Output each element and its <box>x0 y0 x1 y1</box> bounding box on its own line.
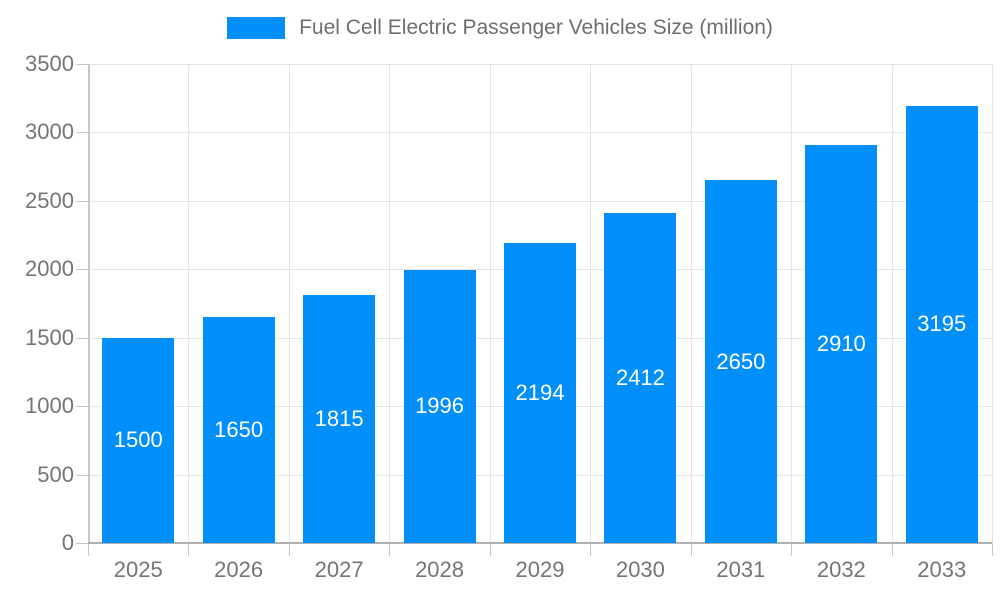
bar-value-label: 2194 <box>515 379 565 405</box>
x-gridline <box>590 64 592 543</box>
y-axis-tick <box>76 543 88 544</box>
y-axis-tick <box>76 474 88 476</box>
x-axis-tick <box>590 543 592 556</box>
x-axis-line <box>88 542 992 544</box>
y-axis-tick <box>76 200 88 202</box>
x-axis-tick <box>992 543 993 556</box>
x-axis-label: 2029 <box>515 557 565 582</box>
x-axis-label: 2030 <box>615 557 665 582</box>
x-gridline <box>791 64 793 543</box>
x-gridline <box>188 64 190 543</box>
y-axis-tick <box>76 337 88 339</box>
y-axis-label: 500 <box>37 461 74 487</box>
x-axis-tick <box>389 543 391 556</box>
x-axis-label: 2027 <box>314 557 364 582</box>
bar-value-label: 2412 <box>615 364 665 390</box>
y-axis-label: 1000 <box>25 393 74 419</box>
bar-2028[interactable] <box>403 269 476 543</box>
y-axis-label: 3000 <box>25 119 74 145</box>
chart-legend[interactable]: Fuel Cell Electric Passenger Vehicles Si… <box>0 16 1000 40</box>
bar-2031[interactable] <box>704 180 777 543</box>
y-axis-label: 1500 <box>25 324 74 350</box>
x-axis-tick <box>690 543 692 556</box>
y-axis-label: 2500 <box>25 187 74 213</box>
x-axis-tick <box>489 543 491 556</box>
bar-2033[interactable] <box>905 105 978 543</box>
legend-swatch <box>227 17 286 39</box>
x-gridline <box>489 64 491 543</box>
bar-2030[interactable] <box>604 212 677 543</box>
x-axis-label: 2033 <box>917 557 967 582</box>
bar-2027[interactable] <box>303 294 376 543</box>
y-gridline <box>88 132 992 134</box>
x-axis-tick <box>188 543 190 556</box>
bar-value-label: 1650 <box>214 417 264 443</box>
x-axis-tick <box>791 543 793 556</box>
y-axis-line <box>88 64 90 543</box>
y-axis-tick <box>76 132 88 134</box>
x-axis-label: 2026 <box>214 557 264 582</box>
y-axis-tick <box>76 64 88 65</box>
x-axis-tick <box>891 543 893 556</box>
y-axis-label: 2000 <box>25 256 74 282</box>
x-axis-tick <box>88 543 89 556</box>
y-gridline <box>88 200 992 202</box>
y-axis-label: 3500 <box>25 51 74 76</box>
bar-value-label: 1996 <box>415 393 465 419</box>
y-axis-tick <box>76 269 88 271</box>
bar-value-label: 1815 <box>314 405 364 431</box>
x-gridline <box>389 64 391 543</box>
x-axis-label: 2032 <box>816 557 866 582</box>
x-axis-tick <box>288 543 290 556</box>
bar-2029[interactable] <box>504 242 576 543</box>
bar-value-label: 1500 <box>113 427 163 453</box>
bar-2025[interactable] <box>102 337 175 543</box>
bar-value-label: 2910 <box>816 330 866 356</box>
x-gridline <box>288 64 290 543</box>
bar-value-label: 2650 <box>716 348 766 374</box>
bar-value-label: 3195 <box>917 311 967 337</box>
x-axis-label: 2025 <box>113 557 163 582</box>
legend-label: Fuel Cell Electric Passenger Vehicles Si… <box>299 16 773 39</box>
bar-2032[interactable] <box>805 144 878 543</box>
x-axis-label: 2028 <box>415 557 465 582</box>
x-gridline <box>992 64 993 543</box>
y-axis-tick <box>76 406 88 408</box>
y-axis-label: 0 <box>61 530 74 555</box>
x-gridline <box>891 64 893 543</box>
x-gridline <box>690 64 692 543</box>
x-axis-label: 2031 <box>716 557 766 582</box>
bar-2026[interactable] <box>202 317 275 543</box>
y-gridline <box>88 64 992 65</box>
